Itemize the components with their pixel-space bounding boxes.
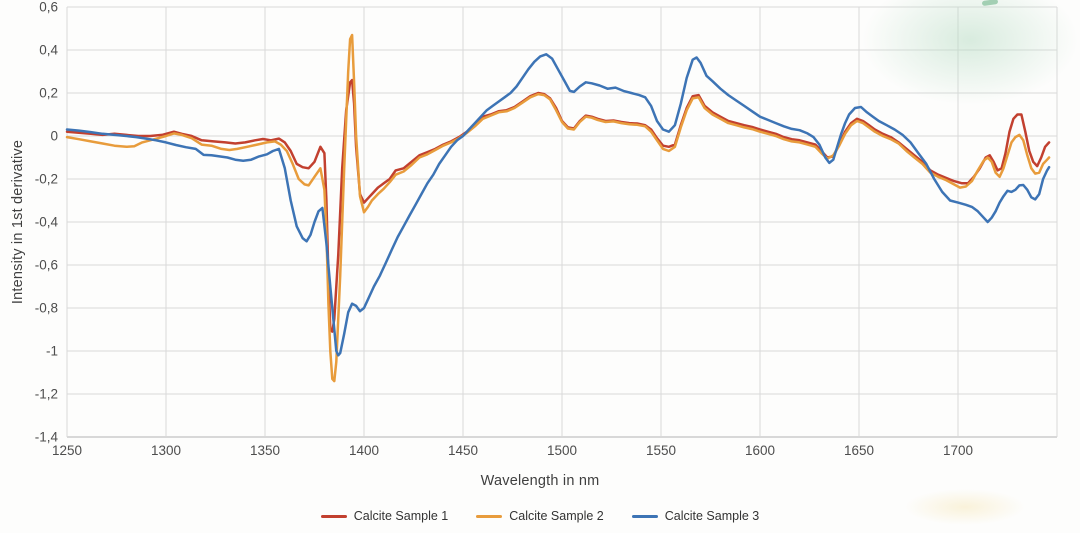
chart-legend: Calcite Sample 1 Calcite Sample 2 Calcit… <box>0 509 1080 523</box>
x-tick-label: 1400 <box>349 443 379 458</box>
x-tick-label: 1550 <box>646 443 676 458</box>
y-tick-label: -0,6 <box>35 258 58 273</box>
legend-label: Calcite Sample 1 <box>353 509 449 523</box>
y-tick-label: 0,4 <box>39 43 58 58</box>
x-tick-label: 1300 <box>151 443 181 458</box>
legend-swatch-red-line <box>320 514 347 518</box>
y-tick-label: -0,8 <box>35 301 58 316</box>
legend-swatch-blue-line <box>631 514 658 518</box>
x-tick-label: 1450 <box>448 443 478 458</box>
y-tick-label: -0,4 <box>35 215 59 230</box>
y-tick-label: -1 <box>46 344 58 359</box>
series-line-calcite-sample-3 <box>65 53 1051 357</box>
x-tick-label: 1600 <box>745 443 775 458</box>
y-tick-label: -1,4 <box>35 430 59 445</box>
legend-item-calcite-sample-2: Calcite Sample 2 <box>476 509 604 523</box>
x-tick-label: 1650 <box>844 443 874 458</box>
legend-label: Calcite Sample 2 <box>509 509 604 523</box>
x-tick-label: 1700 <box>943 443 973 458</box>
legend-item-calcite-sample-3: Calcite Sample 3 <box>631 509 760 523</box>
legend-swatch-orange-line <box>476 514 503 518</box>
legend-item-calcite-sample-1: Calcite Sample 1 <box>320 509 449 523</box>
y-axis-title: Intensity in 1st derivative <box>10 139 26 305</box>
y-tick-label: -1,2 <box>35 387 58 402</box>
x-tick-label: 1500 <box>547 443 577 458</box>
y-tick-label: 0,6 <box>39 0 58 15</box>
x-tick-label: 1350 <box>250 443 280 458</box>
y-tick-label: 0 <box>50 129 58 144</box>
y-tick-label: 0,2 <box>39 86 58 101</box>
y-tick-label: -0,2 <box>35 172 58 187</box>
x-axis-title: Wavelength in nm <box>480 473 600 489</box>
x-tick-label: 1250 <box>52 443 82 458</box>
series-line-calcite-sample-2 <box>65 33 1051 383</box>
series-line-calcite-sample-1 <box>65 78 1051 333</box>
legend-label: Calcite Sample 3 <box>664 509 760 523</box>
